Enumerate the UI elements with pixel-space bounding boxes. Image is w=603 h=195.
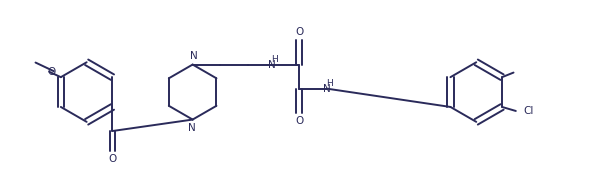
Text: N: N [323,84,330,94]
Text: N: N [191,51,198,61]
Text: O: O [295,116,303,126]
Text: H: H [271,55,278,64]
Text: Cl: Cl [523,106,534,116]
Text: O: O [109,153,116,164]
Text: O: O [47,67,55,77]
Text: O: O [295,27,303,37]
Text: H: H [326,79,332,88]
Text: N: N [188,123,196,133]
Text: N: N [268,59,276,70]
